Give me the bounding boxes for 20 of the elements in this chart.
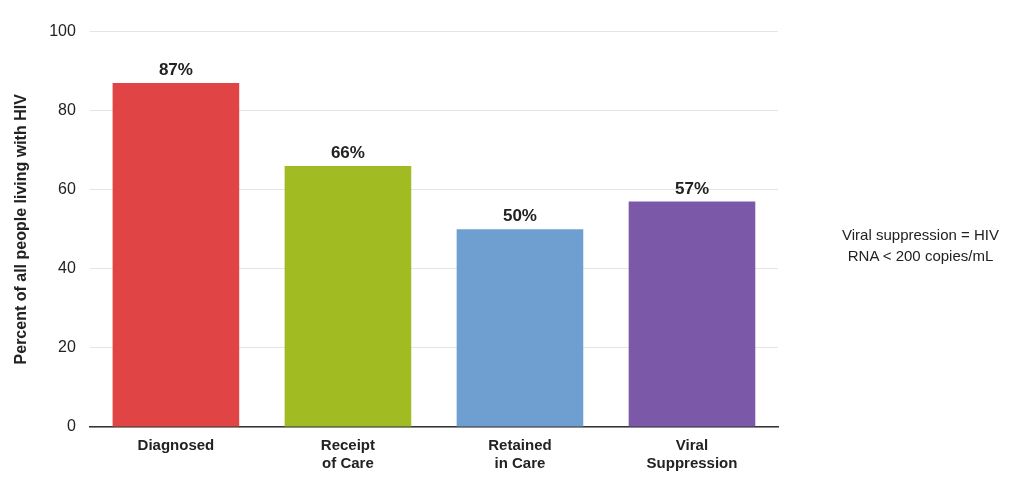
x-tick-label: Diagnosed	[137, 436, 215, 454]
text: Viral suppression = HIV RNA < 200 copies/mL	[841, 225, 1000, 266]
data-label: 50%	[502, 206, 537, 226]
y-tick-label: 0	[66, 417, 76, 435]
x-tick-label: Retained in Care	[488, 436, 552, 472]
bar	[112, 83, 240, 427]
y-tick-label: 20	[58, 338, 76, 356]
y-tick-label: 80	[58, 101, 76, 119]
y-tick-label: 60	[58, 180, 76, 198]
bar	[284, 166, 412, 427]
data-label: 66%	[330, 143, 365, 163]
y-axis-title: Percent of all people living with HIV	[12, 93, 30, 365]
data-label: 57%	[674, 178, 709, 198]
bar	[456, 229, 584, 427]
bar	[628, 201, 756, 427]
x-tick-label: Viral Suppression	[646, 436, 738, 472]
y-tick-label: 40	[58, 259, 76, 277]
x-tick-label: Receipt of Care	[320, 436, 376, 472]
data-label: 87%	[158, 60, 193, 80]
y-tick-label: 100	[49, 22, 76, 40]
